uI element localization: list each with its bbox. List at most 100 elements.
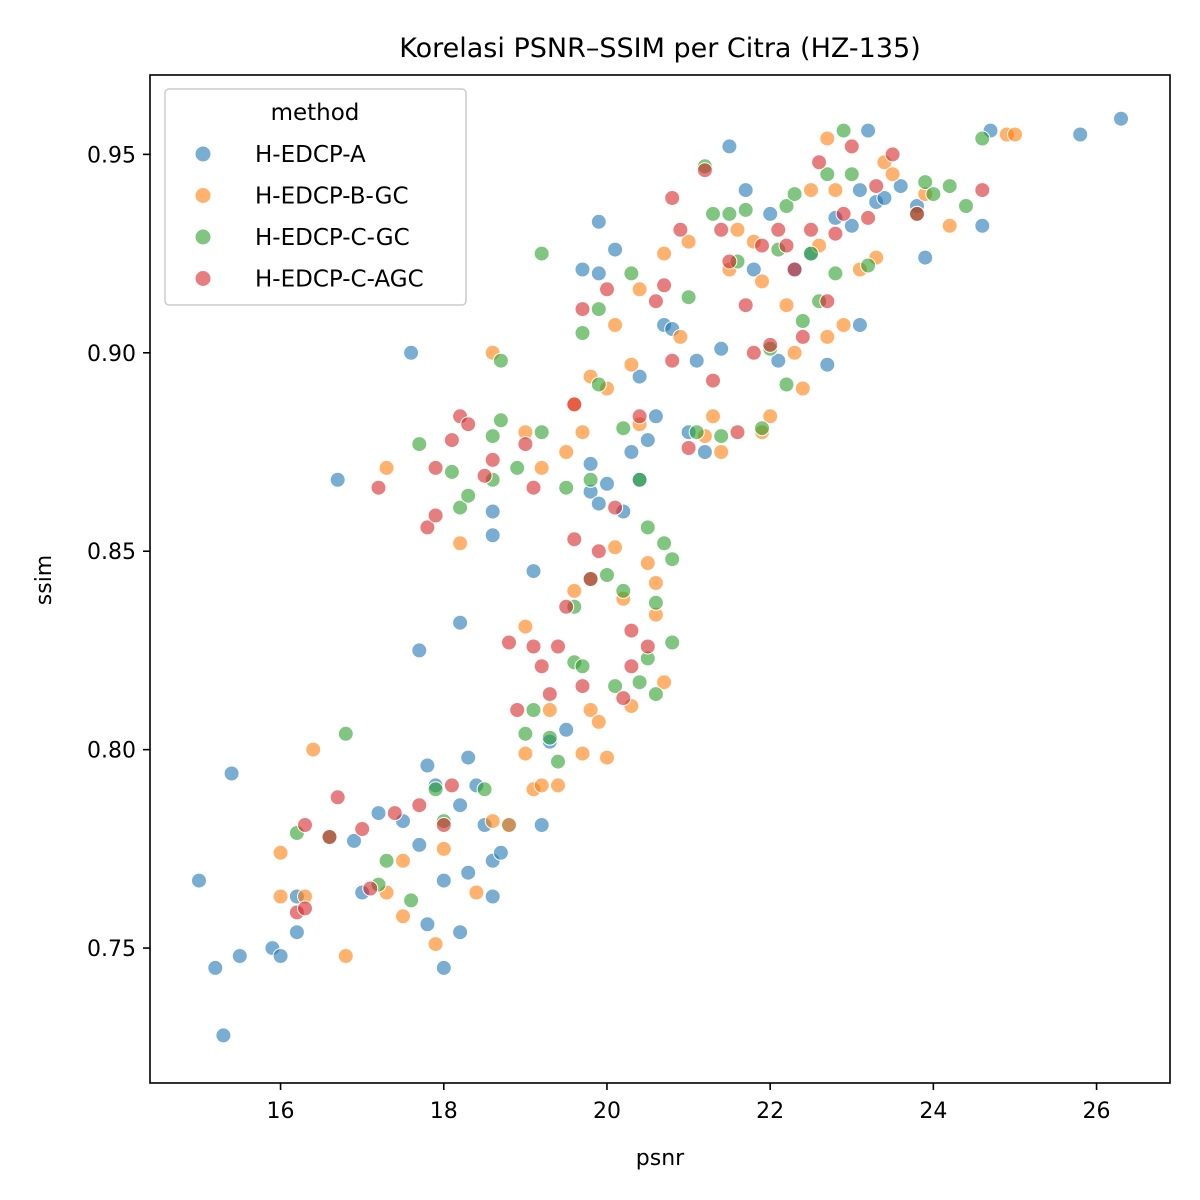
x-tick-label: 26 bbox=[1083, 1099, 1111, 1124]
data-point-1-68 bbox=[884, 166, 901, 183]
data-point-1-22 bbox=[541, 702, 558, 718]
data-point-0-63 bbox=[770, 352, 787, 369]
data-point-1-44 bbox=[656, 674, 673, 691]
data-point-3-24 bbox=[525, 479, 542, 496]
data-point-0-74 bbox=[892, 178, 909, 195]
data-point-3-60 bbox=[803, 221, 819, 238]
data-point-0-76 bbox=[917, 249, 934, 266]
data-point-3-53 bbox=[745, 344, 762, 361]
data-point-3-31 bbox=[574, 301, 591, 318]
data-point-0-57 bbox=[696, 444, 713, 460]
data-point-0-71 bbox=[860, 122, 877, 139]
data-point-3-21 bbox=[509, 702, 526, 718]
data-point-2-20 bbox=[533, 245, 550, 262]
data-point-1-72 bbox=[1007, 126, 1023, 143]
data-point-2-47 bbox=[680, 289, 697, 306]
data-point-1-7 bbox=[395, 852, 411, 869]
data-point-3-1 bbox=[297, 900, 313, 917]
data-point-0-23 bbox=[460, 749, 477, 766]
data-point-3-17 bbox=[460, 416, 477, 433]
data-point-0-20 bbox=[452, 924, 469, 941]
data-point-2-5 bbox=[403, 892, 420, 909]
data-point-0-66 bbox=[819, 356, 836, 373]
legend-label: H-EDCP-C-GC bbox=[255, 225, 410, 251]
data-point-1-27 bbox=[574, 745, 591, 762]
data-point-3-66 bbox=[860, 209, 877, 226]
data-point-1-1 bbox=[272, 888, 289, 905]
legend-title: method bbox=[271, 100, 360, 126]
data-point-3-28 bbox=[558, 598, 575, 615]
legend-marker bbox=[194, 187, 212, 204]
data-point-0-2 bbox=[215, 1027, 232, 1044]
data-point-2-71 bbox=[925, 186, 942, 203]
legend-box bbox=[164, 88, 467, 306]
legend-entries: H-EDCP-A H-EDCP-B-GC H-EDCP-C-GC H-EDCP-C-A… bbox=[194, 142, 424, 293]
data-point-3-8 bbox=[386, 805, 403, 822]
data-point-3-52 bbox=[737, 297, 754, 314]
x-axis-label: psnr bbox=[636, 1146, 685, 1171]
legend-marker bbox=[194, 270, 212, 287]
data-point-3-63 bbox=[827, 225, 844, 242]
data-point-0-44 bbox=[590, 495, 607, 512]
data-point-2-21 bbox=[533, 424, 550, 441]
y-axis: 0.75 0.80 0.85 0.90 0.95 bbox=[87, 143, 150, 962]
x-tick-label: 16 bbox=[267, 1099, 295, 1124]
data-point-3-65 bbox=[843, 138, 860, 155]
data-point-0-6 bbox=[272, 948, 289, 964]
data-point-0-38 bbox=[558, 721, 575, 738]
data-point-2-7 bbox=[427, 781, 444, 798]
data-point-0-61 bbox=[745, 261, 762, 278]
data-point-0-9 bbox=[346, 832, 362, 849]
data-point-2-55 bbox=[754, 420, 770, 437]
data-point-3-20 bbox=[501, 634, 517, 651]
y-tick-label: 0.85 bbox=[87, 540, 136, 565]
data-point-3-36 bbox=[607, 499, 624, 516]
data-point-0-14 bbox=[411, 836, 428, 853]
data-point-3-38 bbox=[623, 658, 640, 675]
data-point-3-71 bbox=[664, 190, 681, 206]
data-point-2-10 bbox=[452, 499, 469, 516]
data-point-0-62 bbox=[762, 205, 779, 222]
data-point-2-70 bbox=[917, 174, 934, 191]
data-point-1-58 bbox=[786, 344, 803, 361]
data-point-3-25 bbox=[533, 658, 550, 675]
data-point-1-34 bbox=[607, 539, 624, 556]
series-h-edcp-b-gc bbox=[272, 126, 1023, 964]
data-point-2-45 bbox=[664, 551, 681, 568]
data-point-3-14 bbox=[443, 432, 460, 449]
data-point-1-24 bbox=[558, 444, 575, 460]
data-point-3-46 bbox=[680, 440, 697, 456]
data-point-3-13 bbox=[435, 817, 452, 833]
data-point-1-20 bbox=[533, 777, 550, 794]
data-point-3-6 bbox=[362, 880, 379, 897]
data-point-1-3 bbox=[305, 741, 322, 758]
data-point-1-12 bbox=[468, 884, 485, 901]
data-point-2-24 bbox=[558, 479, 575, 496]
data-point-0-41 bbox=[590, 265, 607, 282]
data-point-1-60 bbox=[803, 182, 819, 199]
data-point-0-68 bbox=[843, 217, 860, 234]
data-point-0-27 bbox=[484, 888, 501, 905]
data-point-0-58 bbox=[713, 340, 730, 357]
data-point-0-29 bbox=[492, 844, 509, 861]
data-point-1-43 bbox=[647, 575, 664, 591]
data-point-2-33 bbox=[599, 567, 615, 583]
x-axis: 16 18 20 22 24 26 bbox=[267, 1083, 1111, 1124]
data-point-3-2 bbox=[297, 817, 313, 833]
data-point-0-36 bbox=[533, 817, 550, 833]
data-point-3-22 bbox=[517, 436, 534, 453]
data-point-2-73 bbox=[958, 198, 974, 214]
data-point-1-49 bbox=[705, 408, 721, 425]
data-point-3-64 bbox=[835, 205, 852, 222]
data-point-3-3 bbox=[321, 829, 338, 845]
data-point-1-9 bbox=[427, 936, 444, 953]
data-point-1-28 bbox=[574, 424, 591, 441]
data-point-0-51 bbox=[639, 432, 656, 449]
points-layer bbox=[191, 110, 1129, 1044]
data-point-2-54 bbox=[737, 201, 754, 218]
data-point-0-70 bbox=[851, 317, 868, 333]
data-point-3-27 bbox=[550, 638, 566, 655]
data-point-2-44 bbox=[656, 535, 673, 552]
data-point-1-31 bbox=[590, 713, 607, 730]
data-point-0-45 bbox=[599, 475, 615, 492]
